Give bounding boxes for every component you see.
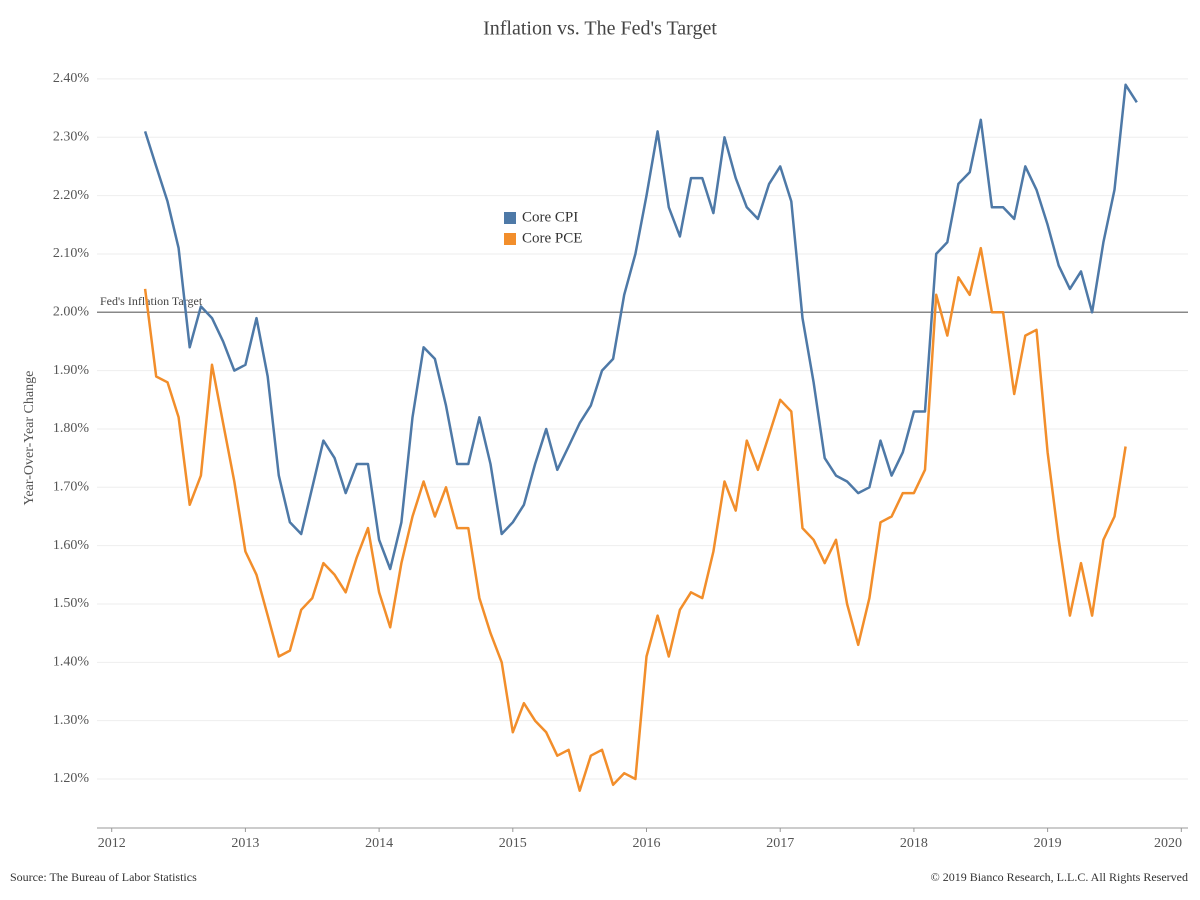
y-tick-label: 1.70% bbox=[53, 480, 90, 495]
x-tick-label: 2017 bbox=[766, 836, 794, 851]
y-tick-label: 1.40% bbox=[53, 655, 90, 670]
y-tick-label: 1.30% bbox=[53, 713, 90, 728]
y-tick-label: 2.10% bbox=[53, 246, 90, 261]
source-note: Source: The Bureau of Labor Statistics bbox=[10, 870, 197, 884]
x-tick-label: 2020 bbox=[1154, 836, 1182, 851]
x-tick-label: 2019 bbox=[1034, 836, 1062, 851]
reference-label: Fed's Inflation Target bbox=[100, 294, 203, 308]
legend-label: Core PCE bbox=[522, 230, 582, 246]
y-tick-label: 1.20% bbox=[53, 771, 90, 786]
series-line bbox=[143, 83, 1138, 571]
y-tick-label: 2.30% bbox=[53, 129, 90, 144]
y-tick-label: 1.80% bbox=[53, 421, 90, 436]
y-axis-label: Year-Over-Year Change bbox=[22, 371, 37, 506]
y-tick-label: 1.60% bbox=[53, 538, 90, 553]
y-tick-label: 2.20% bbox=[53, 188, 90, 203]
x-tick-label: 2016 bbox=[633, 836, 661, 851]
legend-swatch bbox=[504, 233, 516, 245]
x-tick-label: 2018 bbox=[900, 836, 928, 851]
x-tick-label: 2012 bbox=[98, 836, 126, 851]
y-tick-label: 1.90% bbox=[53, 363, 90, 378]
copyright-note: © 2019 Bianco Research, L.L.C. All Right… bbox=[931, 870, 1188, 884]
y-tick-label: 1.50% bbox=[53, 596, 90, 611]
y-tick-label: 2.00% bbox=[53, 304, 90, 319]
x-tick-label: 2014 bbox=[365, 836, 393, 851]
series-line bbox=[143, 246, 1127, 792]
y-tick-label: 2.40% bbox=[53, 71, 90, 86]
x-tick-label: 2013 bbox=[231, 836, 259, 851]
legend-label: Core CPI bbox=[522, 209, 578, 225]
legend-swatch bbox=[504, 212, 516, 224]
x-tick-label: 2015 bbox=[499, 836, 527, 851]
chart-title: Inflation vs. The Fed's Target bbox=[483, 18, 717, 40]
